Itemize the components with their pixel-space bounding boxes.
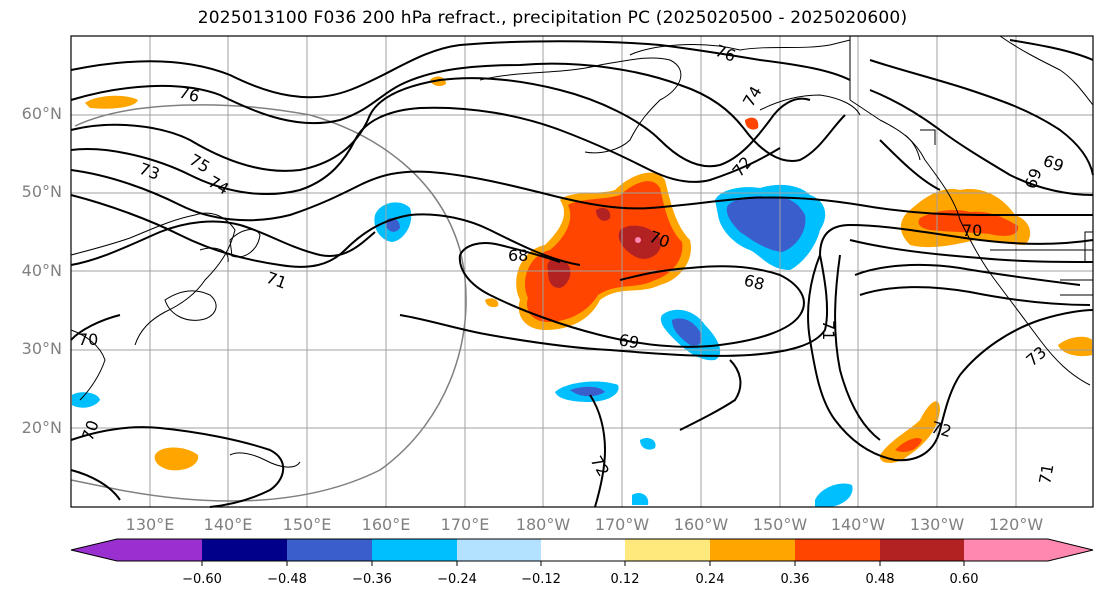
contour-label: 70 (78, 330, 98, 349)
colorbar-high-arrow (1048, 539, 1093, 561)
colorbar-tick-label: −0.24 (437, 572, 477, 587)
colorbar-tick-label: 0.36 (780, 572, 810, 587)
contour-label: 68 (742, 271, 767, 295)
colorbar-tick-label: −0.60 (182, 572, 222, 587)
colorbar (70, 538, 1094, 566)
map-title: 2025013100 F036 200 hPa refract., precip… (197, 8, 908, 28)
colorbar-tick-label: 0.12 (610, 572, 640, 587)
precip-shading (72, 76, 1092, 507)
contour-label: 76 (177, 83, 202, 107)
contour-label: 70 (962, 221, 982, 240)
lon-label: 170°W (594, 515, 650, 534)
colorbar-tick-label: −0.36 (352, 572, 392, 587)
lat-label: 40°N (21, 261, 62, 280)
colorbar-low-arrow (71, 539, 117, 561)
colorbar-tick-label: −0.48 (267, 572, 307, 587)
contour-label: 71 (1035, 462, 1057, 485)
contour-label: 69 (617, 330, 640, 352)
contour-label: 71 (819, 320, 838, 340)
lon-label: 170°E (440, 515, 490, 534)
lon-label: 130°W (909, 515, 965, 534)
lon-label: 140°E (203, 515, 253, 534)
lat-label: 30°N (21, 339, 62, 358)
lat-label: 20°N (21, 418, 62, 437)
contour-label: 72 (929, 418, 954, 442)
colorbar-tick-label: 0.24 (695, 572, 725, 587)
colorbar-tick-label: 0.48 (865, 572, 895, 587)
refractivity-contours (70, 39, 1094, 508)
lon-label: 120°W (988, 515, 1044, 534)
lon-label: 150°E (282, 515, 332, 534)
lat-label: 50°N (21, 182, 62, 201)
colorbar-tick-label: −0.12 (521, 572, 561, 587)
lon-label: 160°W (673, 515, 729, 534)
lon-label: 180°W (515, 515, 571, 534)
lat-label: 60°N (21, 104, 62, 123)
contour-label: 68 (508, 246, 528, 265)
colorbar-tick-label: 0.60 (949, 572, 979, 587)
range-circle (70, 104, 467, 502)
coastlines (70, 35, 1094, 468)
lon-label: 160°E (361, 515, 411, 534)
lon-label: 130°E (125, 515, 175, 534)
map-border (70, 35, 1094, 508)
lon-label: 150°W (752, 515, 808, 534)
lon-label: 140°W (830, 515, 886, 534)
graticule (71, 36, 1093, 507)
